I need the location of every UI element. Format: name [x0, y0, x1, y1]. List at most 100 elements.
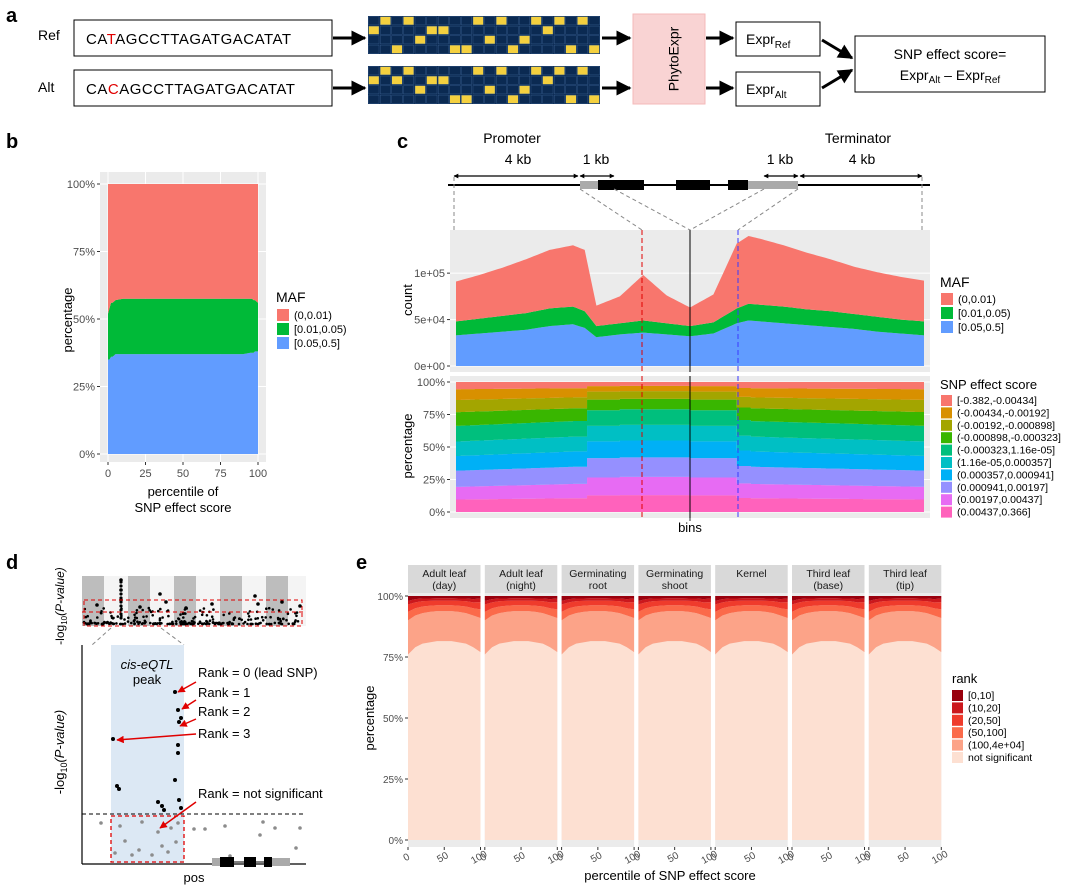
legend-label: [0.01,0.05)	[958, 308, 1011, 320]
significant-snp	[162, 808, 166, 812]
nonsignificant-snp	[99, 821, 103, 825]
manhattan-point	[141, 622, 145, 625]
significant-snp	[177, 720, 181, 724]
onehot-cell	[472, 35, 484, 45]
onehot-cell	[565, 75, 577, 85]
ytick-label: 50%	[73, 314, 95, 326]
zoom-ylabel: -log10(P-value)	[52, 710, 69, 794]
area-[0,10]	[408, 596, 481, 601]
guide-cds-start	[613, 188, 691, 231]
panel-c-ylabel-pct: percentage	[400, 413, 415, 478]
manhattan-peak-point	[119, 616, 123, 620]
onehot-cell	[368, 16, 380, 26]
area-(100,4e+04]	[792, 611, 865, 655]
panel-b-label: b	[6, 131, 18, 153]
onehot-cell	[426, 16, 438, 26]
manhattan-point	[231, 622, 234, 625]
onehot-cell	[554, 66, 565, 76]
panel-c-xlabel: bins	[678, 520, 702, 535]
rank1-label: Rank = 1	[198, 685, 250, 700]
chromosome-band	[220, 576, 242, 626]
nonsignificant-snp	[130, 853, 134, 857]
manhattan-point	[286, 612, 290, 616]
manhattan-point	[151, 614, 154, 617]
panel-c-snp-legend: [-0.382,-0.00434](-0.00434,-0.00192](-0.…	[941, 395, 1061, 519]
area-[0,10]	[715, 596, 788, 601]
onehot-cell	[542, 85, 554, 95]
onehot-cell	[588, 16, 600, 26]
area-(0,0.01)	[108, 184, 258, 314]
onehot-cell	[565, 25, 577, 35]
area-(10,20]	[638, 598, 711, 605]
onehot-cell	[461, 16, 472, 26]
manhattan-point	[240, 618, 243, 622]
ref-sequence-box	[73, 19, 333, 57]
onehot-cell	[577, 35, 589, 45]
area-(100,4e+04]	[561, 611, 635, 655]
area-(10,20]	[715, 598, 788, 605]
manhattan-point	[179, 613, 182, 616]
onehot-cell	[403, 44, 414, 54]
manhattan-point	[246, 612, 250, 615]
onehot-cell	[403, 85, 414, 95]
legend-label: (-0.00434,-0.00192]	[957, 407, 1049, 419]
manhattan-point	[119, 622, 123, 626]
onehot-cell	[484, 35, 496, 45]
manhattan-peak-point	[210, 602, 214, 606]
band-(-0.00192,-0.000898]	[456, 391, 924, 413]
manhattan-point	[261, 619, 265, 622]
manhattan-point	[250, 622, 253, 626]
area-[0,10]	[561, 596, 635, 601]
manhattan-point	[167, 614, 170, 618]
area-(20,50]	[561, 600, 635, 612]
manhattan-point	[205, 619, 208, 623]
panel-e-label: e	[356, 552, 367, 574]
ytick-label: 75%	[73, 247, 95, 259]
area-(10,20]	[792, 598, 865, 605]
manhattan-peak-point	[158, 592, 162, 596]
onehot-cell	[380, 44, 391, 54]
onehot-cell	[403, 75, 414, 85]
xtick-label: 50	[177, 468, 189, 480]
onehot-cell	[461, 66, 472, 76]
onehot-cell	[368, 44, 380, 54]
manhattan-point	[202, 607, 206, 610]
onehot-cell	[368, 35, 380, 45]
chromosome-band	[174, 576, 196, 626]
peak-label: peak	[133, 672, 162, 687]
xtick-label: 50	[512, 850, 528, 865]
significant-snp	[176, 751, 180, 755]
area-not significant	[715, 641, 788, 840]
onehot-cell	[484, 85, 496, 95]
manhattan-point	[143, 619, 147, 623]
chromosome-band	[266, 576, 288, 626]
manhattan-point	[278, 622, 281, 625]
cis-eqtl-label: cis-eQTL	[121, 657, 174, 672]
area-(100,4e+04]	[484, 611, 558, 655]
legend-label: [0.05,0.5]	[958, 322, 1004, 334]
utr5-block	[580, 181, 598, 189]
manhattan-point	[168, 622, 171, 626]
manhattan-point	[287, 622, 291, 626]
manhattan-point	[193, 615, 197, 619]
manhattan-peak-point	[119, 612, 123, 616]
manhattan-point	[192, 620, 195, 623]
nonsignificant-snp	[150, 853, 154, 857]
band-(-0.000898,-0.000323]	[456, 398, 924, 426]
legend-key	[941, 293, 953, 305]
expr-alt-box	[735, 71, 821, 107]
onehot-cell	[426, 66, 438, 76]
manhattan-peak-point	[119, 604, 123, 608]
manhattan-point	[135, 616, 139, 620]
manhattan-peak-point	[119, 588, 123, 592]
manhattan-point	[294, 619, 297, 622]
manhattan-point	[149, 621, 152, 625]
manhattan-point	[219, 622, 223, 626]
onehot-cell	[565, 35, 577, 45]
area-(20,50]	[408, 600, 481, 612]
legend-label: (-0.000323,1.16e-05]	[957, 445, 1055, 457]
significant-snp	[179, 716, 183, 720]
panel-c-count-plot	[450, 230, 930, 372]
legend-key	[941, 494, 952, 506]
